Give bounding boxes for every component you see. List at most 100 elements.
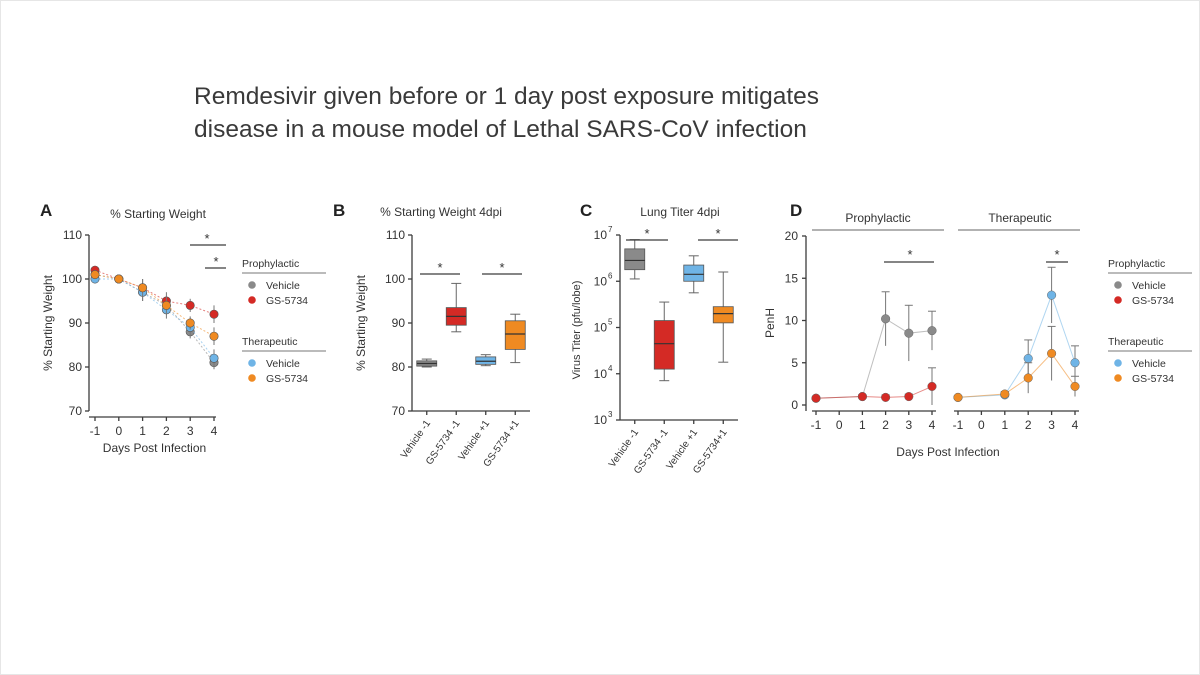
panel-d-point bbox=[904, 392, 914, 402]
panel-b-ylabel: % Starting Weight bbox=[354, 274, 368, 370]
panel-d-ytick-label: 0 bbox=[791, 398, 798, 412]
legend-item-label: Vehicle bbox=[1132, 280, 1166, 292]
legend-group-title: Therapeutic bbox=[1108, 336, 1163, 348]
panel-d-ytick-label: 20 bbox=[785, 229, 799, 243]
panel-d-xtick-label: 4 bbox=[1072, 418, 1079, 432]
panel-d-series-line bbox=[815, 385, 933, 399]
panel-c-box bbox=[653, 320, 675, 370]
panel-a-ytick-label: 80 bbox=[69, 360, 83, 374]
panel-b-box bbox=[475, 356, 497, 365]
legend-group-title: Therapeutic bbox=[242, 336, 297, 348]
panel-d-subtitle: Therapeutic bbox=[988, 211, 1051, 225]
legend-marker bbox=[1114, 296, 1122, 304]
panel-b-box bbox=[504, 320, 526, 350]
legend-item-label: GS-5734 bbox=[266, 373, 308, 385]
panel-c-box bbox=[683, 264, 705, 282]
panel-b-sig-star: * bbox=[437, 260, 442, 275]
panel-a-xtick-label: -1 bbox=[90, 424, 101, 438]
panel-label-C: C bbox=[580, 201, 592, 220]
legend-item-label: GS-5734 bbox=[1132, 295, 1174, 307]
panel-d-point bbox=[1000, 389, 1010, 399]
panel-a-point bbox=[114, 274, 124, 284]
panel-a-point bbox=[161, 300, 171, 310]
slide-title-line-2: disease in a mouse model of Lethal SARS-… bbox=[194, 116, 807, 143]
panel-d-series-line bbox=[815, 318, 933, 399]
panel-a-xtick-label: 4 bbox=[211, 424, 218, 438]
panel-d-xtick-label: 3 bbox=[905, 418, 912, 432]
panel-d-point bbox=[1070, 358, 1080, 368]
panel-label-B: B bbox=[333, 201, 345, 220]
panel-d-xtick-label: 0 bbox=[978, 418, 985, 432]
panel-a-ytick-label: 70 bbox=[69, 404, 83, 418]
panel-c-box bbox=[624, 248, 646, 271]
panel-d-point bbox=[811, 393, 821, 403]
panel-c-ytick-base: 10 bbox=[594, 321, 608, 335]
panel-c-ytick-base: 10 bbox=[594, 274, 608, 288]
panel-label-D: D bbox=[790, 201, 802, 220]
panel-c-ylabel: Virus Titer (pfu/lobe) bbox=[571, 281, 583, 380]
panel-d-ytick-label: 5 bbox=[791, 356, 798, 370]
panel-b-ytick-label: 100 bbox=[385, 272, 405, 286]
panel-d-point bbox=[1047, 348, 1057, 359]
panel-a-point bbox=[185, 318, 195, 328]
legend-marker bbox=[248, 296, 256, 304]
panel-d-point bbox=[857, 392, 867, 402]
panel-d-point bbox=[953, 392, 963, 402]
legend-item-label: Vehicle bbox=[1132, 358, 1166, 370]
panel-a-xtick-label: 0 bbox=[115, 424, 122, 438]
panel-a-xtick-label: 1 bbox=[139, 424, 146, 438]
legend-item-label: GS-5734 bbox=[266, 295, 308, 307]
panel-d-point bbox=[1023, 373, 1033, 383]
panel-a-ytick-label: 100 bbox=[62, 272, 82, 286]
panel-d-series-line bbox=[957, 352, 1076, 398]
slide-title-line-1: Remdesivir given before or 1 day post ex… bbox=[194, 83, 820, 110]
panel-b-ytick-label: 110 bbox=[386, 228, 405, 242]
panel-a-xtick-label: 2 bbox=[163, 424, 170, 438]
panel-d-point bbox=[927, 326, 937, 336]
panel-d-ytick-label: 10 bbox=[785, 314, 799, 328]
panel-a-series-line bbox=[94, 274, 215, 363]
panel-b-ytick-label: 70 bbox=[392, 404, 406, 418]
panel-d-xtick-label: -1 bbox=[811, 418, 822, 432]
panel-c-ytick-exponent: 6 bbox=[608, 271, 613, 280]
panel-a-point bbox=[209, 309, 219, 319]
panel-d-series-line bbox=[957, 293, 1076, 398]
panel-d-xtick-label: 2 bbox=[882, 418, 889, 432]
panel-b-title: % Starting Weight 4dpi bbox=[380, 205, 502, 219]
panel-b-ytick-label: 80 bbox=[392, 360, 406, 374]
legend-group-title: Prophylactic bbox=[1108, 258, 1165, 270]
panel-d-sig-star: * bbox=[1054, 247, 1059, 262]
legend-marker bbox=[248, 359, 256, 367]
panel-a-title: % Starting Weight bbox=[110, 207, 206, 221]
panel-c-ytick-exponent: 4 bbox=[608, 364, 613, 373]
legend-item-label: Vehicle bbox=[266, 280, 300, 292]
panel-d-xtick-label: 3 bbox=[1048, 418, 1055, 432]
legend-marker bbox=[248, 281, 256, 289]
panel-b-sig-star: * bbox=[499, 260, 504, 275]
panel-a-point bbox=[185, 300, 195, 310]
legend-item-label: Vehicle bbox=[266, 358, 300, 370]
panel-a-ytick-label: 110 bbox=[63, 228, 82, 242]
panel-d-subtitle: Prophylactic bbox=[845, 211, 910, 225]
panel-a-xlabel: Days Post Infection bbox=[103, 441, 206, 455]
panel-d-sig-star: * bbox=[907, 247, 912, 262]
panel-a-series-line bbox=[94, 274, 215, 337]
panel-d-point bbox=[904, 328, 914, 338]
legend-marker bbox=[1114, 359, 1122, 367]
panel-d-point bbox=[1047, 290, 1057, 300]
panel-a-point bbox=[138, 283, 148, 293]
panel-d-xtick-label: -1 bbox=[953, 418, 964, 432]
panel-d-xtick-label: 1 bbox=[1001, 418, 1008, 432]
panel-d-point bbox=[1070, 381, 1080, 391]
panel-b-ytick-label: 90 bbox=[392, 316, 406, 330]
panel-d-ylabel: PenH bbox=[763, 308, 777, 338]
panel-c-ytick-base: 10 bbox=[594, 228, 608, 242]
panel-d-point bbox=[1023, 353, 1033, 364]
legend-marker bbox=[1114, 374, 1122, 382]
panel-d-xtick-label: 0 bbox=[836, 418, 843, 432]
panel-c-ytick-exponent: 7 bbox=[608, 225, 613, 234]
panel-c-ytick-exponent: 5 bbox=[608, 318, 613, 327]
panel-c-sig-star: * bbox=[644, 226, 649, 241]
slide-title: Remdesivir given before or 1 day post ex… bbox=[194, 80, 819, 146]
